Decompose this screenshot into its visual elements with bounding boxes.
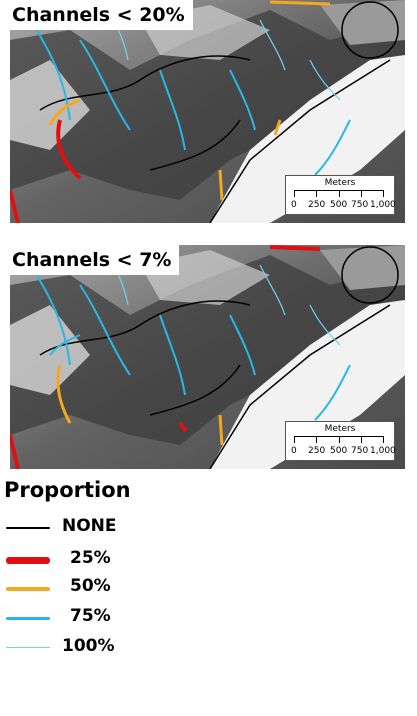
legend-swatch-line — [6, 527, 50, 529]
legend-label: 75% — [70, 606, 111, 626]
scale-tick — [316, 437, 317, 443]
legend-item-50: 50% — [4, 576, 304, 600]
hillshade-map-top — [10, 0, 405, 223]
scale-tick-label: 750 — [351, 200, 369, 210]
legend-label: NONE — [62, 516, 117, 536]
scale-tick — [316, 191, 317, 197]
scale-tick — [361, 437, 362, 443]
scale-tick-label: 1,000 — [370, 446, 396, 456]
scale-tick — [294, 437, 295, 443]
scale-unit-label: Meters — [324, 424, 356, 434]
scale-tick — [361, 191, 362, 197]
scale-tick — [339, 191, 340, 197]
scale-tick-label: 250 — [308, 446, 326, 456]
scale-tick-label: 250 — [308, 200, 326, 210]
legend-label: 25% — [70, 548, 111, 568]
legend-item-100: 100% — [4, 636, 304, 660]
scale-bar-line — [294, 436, 384, 443]
legend-swatch-line — [6, 557, 50, 564]
legend-swatch-line — [6, 587, 50, 591]
scale-bar-bottom: Meters 0 250 500 750 1,000 — [285, 421, 396, 461]
legend-swatch-line — [6, 617, 50, 620]
map-panel-bottom: Channels < 7% Meters 0 250 500 750 1,000 — [10, 245, 405, 469]
legend: Proportion NONE 25% 50% 75% 100% — [4, 478, 304, 656]
scale-tick — [383, 191, 384, 197]
legend-item-75: 75% — [4, 606, 304, 630]
hillshade-map-bottom — [10, 245, 405, 469]
scale-tick-label: 750 — [351, 446, 369, 456]
scale-tick-label: 0 — [291, 446, 297, 456]
legend-title: Proportion — [4, 478, 131, 502]
scale-tick-label: 500 — [330, 200, 348, 210]
scale-tick-label: 0 — [291, 200, 297, 210]
scale-tick — [383, 437, 384, 443]
legend-swatch-line — [6, 647, 50, 648]
scale-tick — [339, 437, 340, 443]
map-panel-top: Channels < 20% Meters 0 250 500 750 1,00… — [10, 0, 405, 223]
scale-tick — [294, 191, 295, 197]
scale-tick-label: 500 — [330, 446, 348, 456]
scale-bar-top: Meters 0 250 500 750 1,000 — [285, 175, 396, 215]
scale-bar-line — [294, 190, 384, 197]
scale-unit-label: Meters — [324, 178, 356, 188]
legend-label: 100% — [62, 636, 115, 656]
panel-title-top: Channels < 20% — [10, 0, 193, 30]
scale-tick-label: 1,000 — [370, 200, 396, 210]
legend-label: 50% — [70, 576, 111, 596]
panel-title-bottom: Channels < 7% — [10, 245, 180, 275]
legend-item-none: NONE — [4, 516, 304, 540]
legend-item-25: 25% — [4, 548, 304, 572]
